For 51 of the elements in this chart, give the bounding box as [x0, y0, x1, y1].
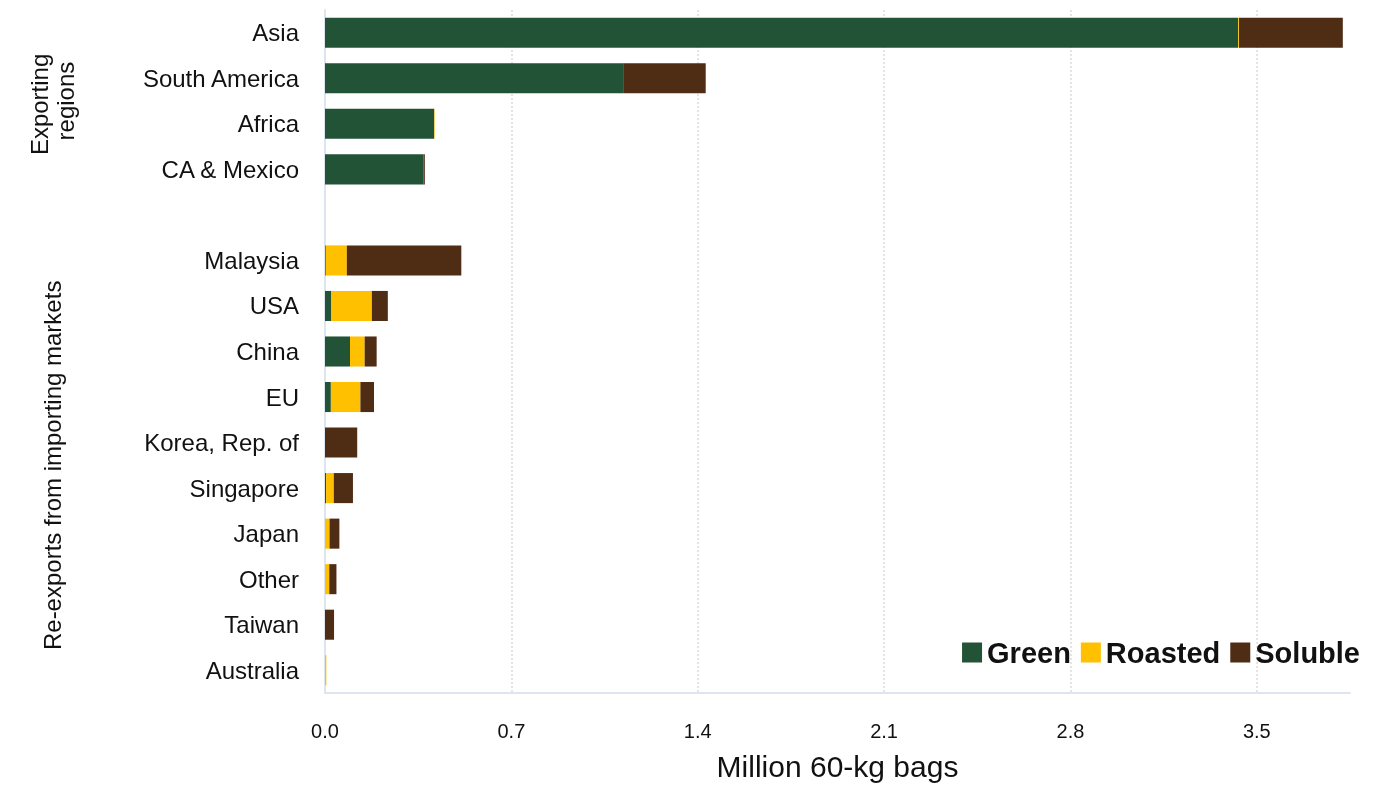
bar [1238, 17, 1343, 48]
x-tick-label: 0.0 [311, 720, 339, 742]
y-tick-label: USA [249, 292, 299, 320]
legend-label: Soluble [1255, 636, 1361, 669]
bar [325, 245, 347, 276]
y-tick-label: CA & Mexico [161, 155, 299, 183]
bar [325, 382, 331, 413]
text: Exporting regions [25, 47, 79, 156]
text: Re-exports from importing markets [38, 280, 66, 651]
bar [371, 290, 388, 321]
legend-label: Roasted [1105, 636, 1221, 669]
bar [326, 473, 334, 504]
bar [331, 290, 372, 321]
y-tick-label: Korea, Rep. of [144, 429, 300, 457]
y-tick-label: Singapore [189, 474, 299, 502]
x-tick-label: 0.7 [497, 720, 526, 742]
bar [364, 336, 377, 367]
bar [350, 336, 365, 367]
bar [325, 17, 1239, 48]
bar [325, 564, 330, 595]
bar [329, 564, 337, 595]
bar [325, 108, 435, 139]
bar [325, 154, 424, 185]
bar [325, 518, 330, 549]
x-tick-label: 2.1 [870, 720, 898, 742]
bar [623, 63, 706, 94]
y-tick-label: EU [265, 383, 299, 411]
bar [325, 427, 358, 458]
legend-label: Green [987, 636, 1071, 669]
y-tick-label: Asia [252, 19, 300, 47]
x-tick-label: 1.4 [683, 720, 712, 742]
y-tick-label: Australia [205, 656, 300, 684]
y-tick-label: Africa [237, 110, 300, 138]
y-tick-label: South America [142, 64, 300, 92]
bar [346, 245, 462, 276]
x-tick-label: 3.5 [1242, 720, 1271, 742]
bar [325, 336, 351, 367]
bar [325, 290, 332, 321]
y-tick-label: Malaysia [204, 246, 300, 274]
y-tick-label: China [236, 338, 300, 365]
x-axis-title: Million 60-kg bags [716, 749, 959, 783]
bar [325, 63, 624, 94]
y-tick-label: Other [238, 565, 299, 593]
bar [333, 473, 353, 504]
bar [325, 609, 335, 640]
y-tick-label: Japan [233, 520, 299, 548]
y-tick-label: Taiwan [224, 611, 299, 639]
bar [360, 382, 374, 413]
bar [330, 382, 361, 413]
bar [329, 518, 340, 549]
x-tick-label: 2.8 [1056, 720, 1085, 742]
